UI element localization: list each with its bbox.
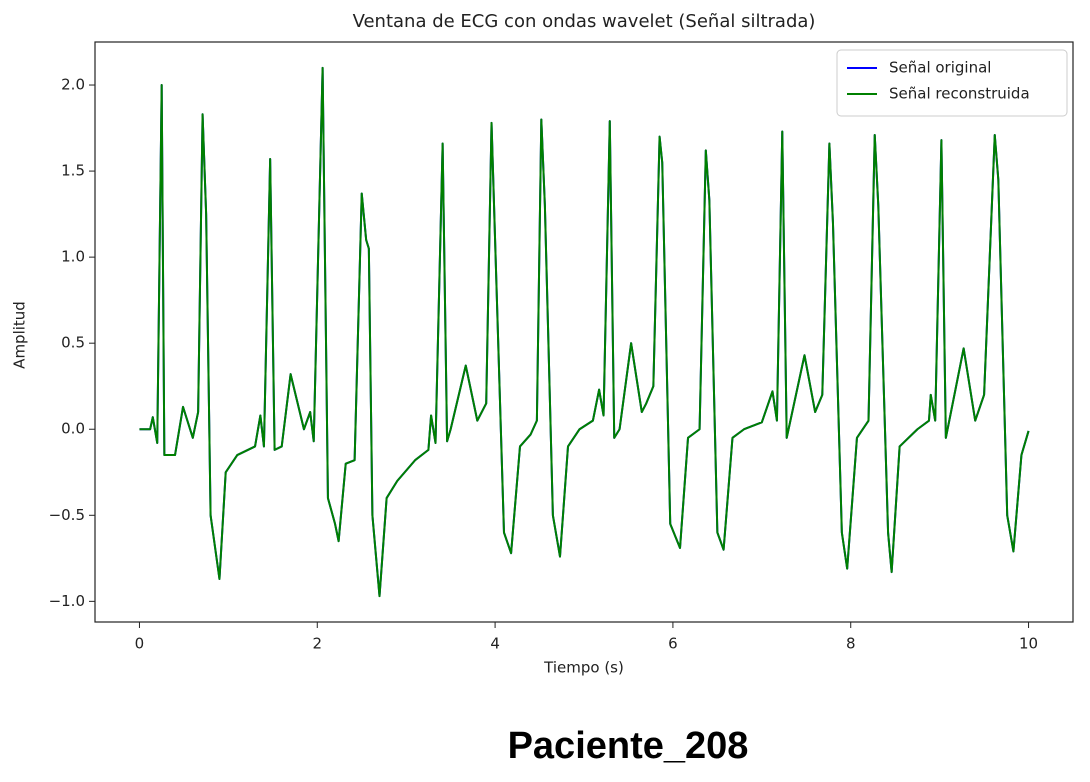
y-tick-label: 2.0 bbox=[61, 76, 85, 94]
y-axis-label: Amplitud bbox=[11, 301, 29, 369]
x-axis-label: Tiempo (s) bbox=[543, 659, 624, 677]
x-tick-label: 6 bbox=[668, 635, 678, 653]
x-tick-label: 2 bbox=[312, 635, 322, 653]
x-tick-label: 0 bbox=[135, 635, 145, 653]
y-tick-label: −0.5 bbox=[49, 506, 85, 524]
x-tick-label: 10 bbox=[1019, 635, 1038, 653]
y-tick-label: 0.0 bbox=[61, 420, 85, 438]
y-tick-label: 1.5 bbox=[61, 162, 85, 180]
legend-label: Señal reconstruida bbox=[889, 85, 1030, 103]
legend-label: Señal original bbox=[889, 59, 991, 77]
plot-frame bbox=[94, 41, 1074, 623]
caption: Paciente_208 bbox=[508, 725, 749, 767]
chart-title: Ventana de ECG con ondas wavelet (Señal … bbox=[353, 11, 816, 32]
legend-box bbox=[836, 49, 1068, 117]
y-tick-label: 0.5 bbox=[61, 334, 85, 352]
series-line bbox=[139, 66, 1030, 598]
x-tick-label: 4 bbox=[490, 635, 500, 653]
y-tick-label: −1.0 bbox=[49, 592, 85, 610]
y-tick-label: 1.0 bbox=[61, 248, 85, 266]
x-tick-label: 8 bbox=[846, 635, 856, 653]
